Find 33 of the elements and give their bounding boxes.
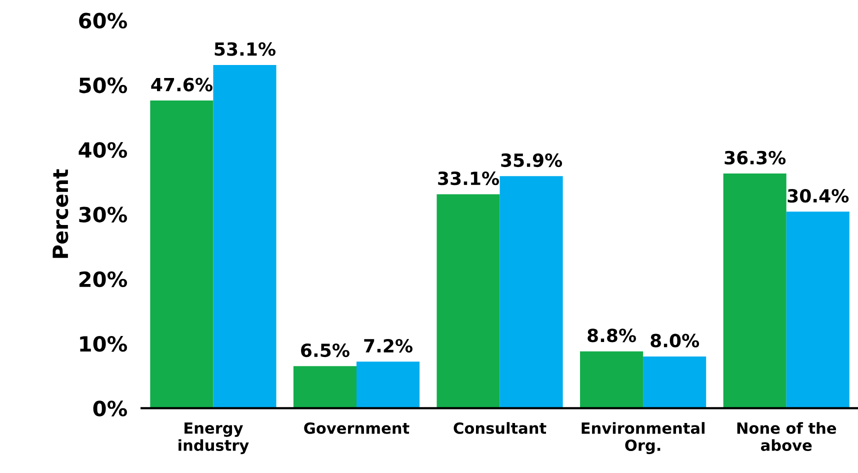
y-tick-label: 0%	[93, 400, 128, 416]
x-tick-label: Energy industry	[178, 422, 249, 454]
bar	[436, 194, 500, 408]
bar	[786, 212, 850, 408]
data-label: 47.6%	[151, 78, 212, 92]
data-label: 8.0%	[650, 334, 700, 348]
data-label: 8.8%	[588, 328, 636, 342]
y-tick-label: 20%	[79, 271, 128, 288]
bar	[580, 351, 644, 408]
y-tick-label: 50%	[79, 77, 128, 94]
data-label: 30.4%	[788, 188, 849, 203]
data-label: 36.3%	[724, 150, 786, 164]
bar	[500, 176, 563, 408]
data-label: 7.2%	[364, 338, 412, 353]
y-axis-title: Percent	[52, 169, 68, 258]
data-label: 35.9%	[501, 153, 562, 168]
bar	[213, 64, 276, 408]
y-tick-label: 60%	[79, 12, 128, 29]
bar	[723, 174, 786, 408]
bar	[643, 356, 706, 408]
bar	[293, 366, 356, 408]
x-tick-label: Environmental Org.	[582, 422, 704, 454]
bar	[356, 362, 420, 408]
y-tick-label: 10%	[80, 336, 128, 352]
data-label: 53.1%	[214, 42, 276, 56]
y-tick-label: 30%	[79, 206, 128, 222]
data-label: 33.1%	[438, 172, 500, 186]
data-label: 6.5%	[301, 343, 350, 358]
x-tick-label: Government	[304, 422, 410, 434]
bar	[150, 100, 214, 408]
y-tick-label: 40%	[78, 142, 128, 158]
x-tick-label: None of the above	[737, 422, 836, 452]
x-tick-label: Consultant	[454, 422, 546, 434]
